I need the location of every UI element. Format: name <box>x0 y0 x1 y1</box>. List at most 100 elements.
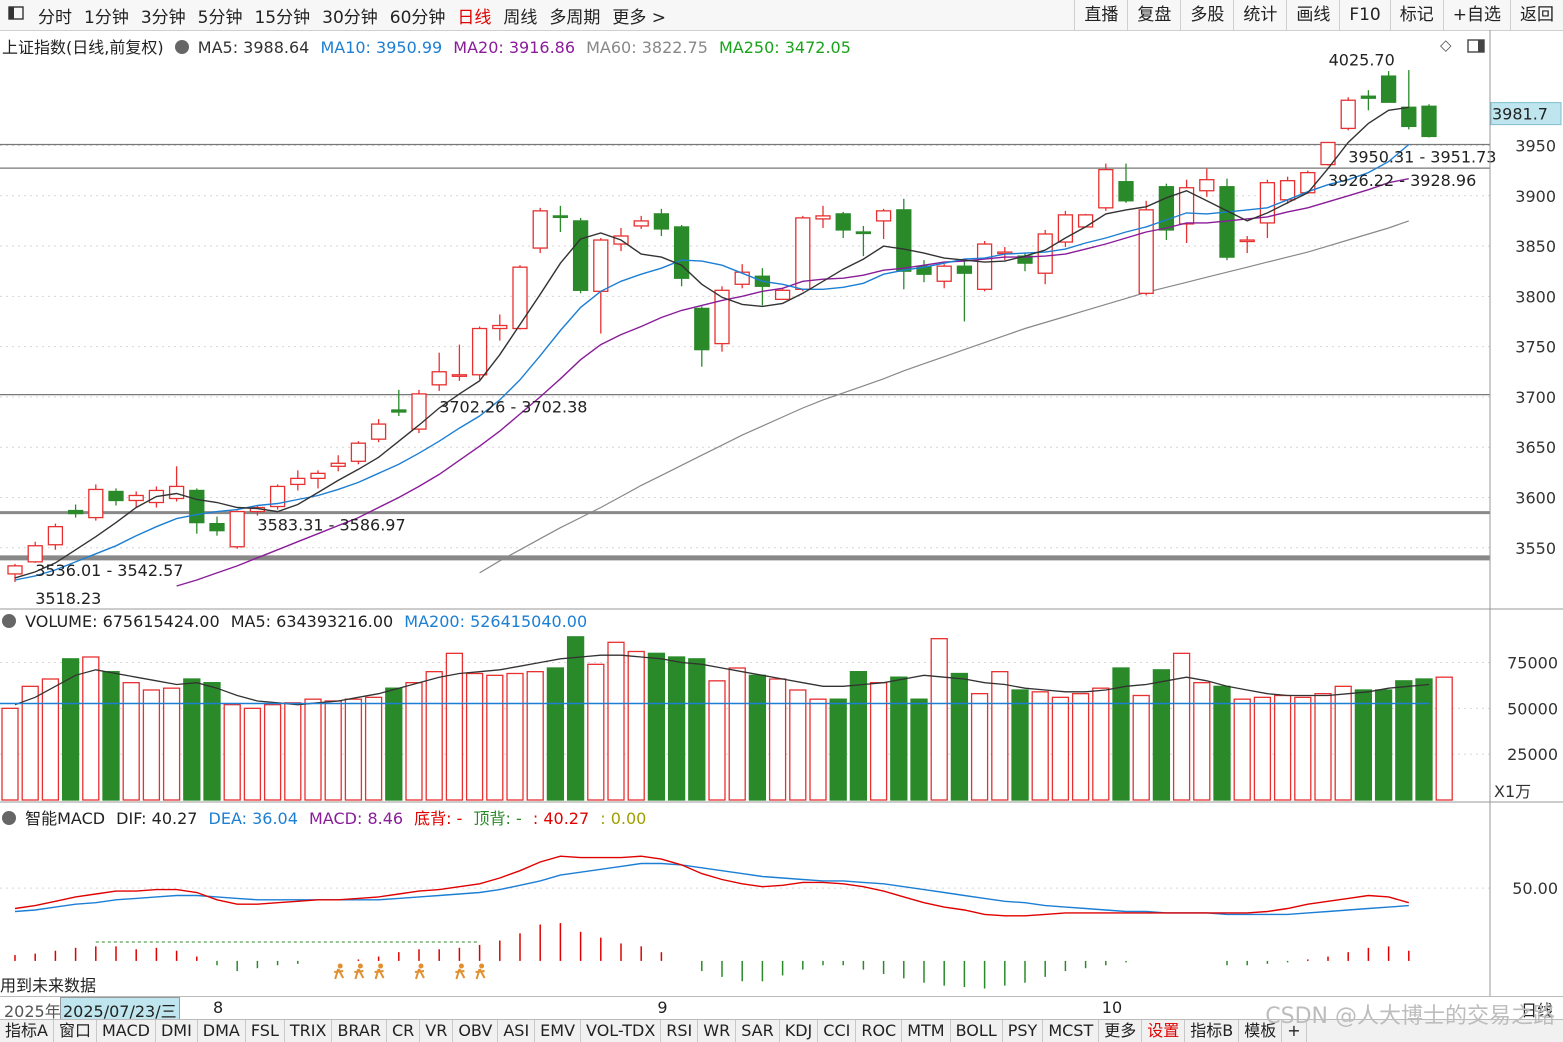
indicator-tab[interactable]: + <box>1282 1020 1307 1042</box>
indicator-tab[interactable]: DMA <box>198 1020 246 1042</box>
indicator-tab[interactable]: 模板 <box>1239 1020 1283 1042</box>
volume-bar <box>1 707 19 801</box>
indicator-tab[interactable]: 窗口 <box>54 1020 97 1042</box>
month-label: 8 <box>213 998 224 1017</box>
candle <box>1320 141 1336 166</box>
indicator-tab[interactable]: OBV <box>453 1020 499 1042</box>
toolbar-button[interactable]: 标记 <box>1389 0 1443 30</box>
macd-value-2: : 0.00 <box>600 809 647 828</box>
indicator-tab[interactable]: VOL-TDX <box>581 1020 662 1042</box>
candle <box>593 238 609 334</box>
indicator-tab[interactable]: CR <box>387 1020 421 1042</box>
panel-icon[interactable] <box>1467 38 1485 57</box>
period-tab[interactable]: 15分钟 <box>254 7 311 28</box>
candle <box>391 389 407 417</box>
ma-toggle-icon[interactable] <box>174 40 189 54</box>
indicator-tab[interactable]: MACD <box>97 1020 156 1042</box>
dif-label: DIF: 40.27 <box>116 809 198 828</box>
indicator-tab[interactable]: RSI <box>661 1020 699 1042</box>
period-tab[interactable]: 分时 <box>38 7 72 28</box>
toolbar-button[interactable]: F10 <box>1339 0 1389 30</box>
indicator-tab[interactable]: MTM <box>902 1020 951 1042</box>
candle <box>148 486 165 508</box>
candle-body <box>694 307 710 351</box>
candle <box>1077 213 1094 228</box>
volume-bar <box>1415 678 1433 801</box>
candle <box>471 326 488 380</box>
volume-bar <box>849 671 868 801</box>
volume-bar <box>1273 694 1292 801</box>
indicator-tab[interactable]: FSL <box>246 1020 285 1042</box>
candle-body <box>269 485 286 508</box>
period-tab[interactable]: 30分钟 <box>322 7 378 28</box>
candle-body <box>148 489 165 504</box>
window-icon[interactable] <box>0 5 32 25</box>
cursor-date: 2025/07/23/三 <box>60 997 180 1023</box>
period-tab[interactable]: 多周期 <box>549 7 601 28</box>
indicator-tab[interactable]: VR <box>420 1020 454 1042</box>
indicator-tab[interactable]: 指标A <box>0 1020 54 1042</box>
indicator-tab[interactable]: ROC <box>856 1020 903 1042</box>
collapse-icon[interactable] <box>2 614 16 628</box>
price-tick-label: 3950 <box>1515 136 1556 155</box>
dea-line <box>14 862 1409 916</box>
candle <box>956 260 973 322</box>
toolbar-button[interactable]: 直播 <box>1074 0 1127 30</box>
volume-bar <box>1314 693 1332 801</box>
toolbar-button[interactable]: +自选 <box>1442 0 1510 30</box>
diamond-icon[interactable]: ◇ <box>1440 36 1452 54</box>
indicator-tab[interactable]: BOLL <box>951 1020 1003 1042</box>
candle-body <box>189 489 205 524</box>
indicator-tab[interactable]: 指标B <box>1185 1020 1240 1042</box>
period-tab[interactable]: 更多 > <box>612 7 667 28</box>
indicator-tab[interactable]: WR <box>698 1020 737 1042</box>
indicator-tab[interactable]: DMI <box>156 1020 198 1042</box>
price-tick-label: 3900 <box>1515 187 1556 206</box>
runner-icon <box>475 963 486 980</box>
indicator-tab[interactable]: SAR <box>736 1020 780 1042</box>
period-tab[interactable]: 5分钟 <box>197 7 243 28</box>
period-tab[interactable]: 周线 <box>503 7 538 28</box>
ma60-label: MA60: 3822.75 <box>586 38 708 57</box>
candle <box>1118 163 1134 203</box>
toolbar-button[interactable]: 复盘 <box>1127 0 1180 30</box>
volume-bar <box>1132 694 1150 801</box>
candle-body <box>451 374 468 377</box>
indicator-tab[interactable]: CCI <box>818 1020 857 1042</box>
price-tick-label: 3700 <box>1515 388 1556 407</box>
candle <box>431 352 447 391</box>
candle-body <box>976 243 993 290</box>
toolbar-button[interactable]: 画线 <box>1286 0 1339 30</box>
indicator-tab[interactable]: TRIX <box>285 1020 333 1042</box>
runner-icon <box>455 963 466 980</box>
collapse-icon[interactable] <box>2 811 16 825</box>
period-tab[interactable]: 60分钟 <box>389 7 446 28</box>
period-tab[interactable]: 日线 <box>457 7 492 28</box>
candle <box>168 466 185 502</box>
indicator-tab[interactable]: MCST <box>1043 1020 1100 1042</box>
toolbar-button[interactable]: 返回 <box>1510 0 1563 30</box>
candle <box>633 215 649 229</box>
indicator-tab[interactable]: 设置 <box>1142 1020 1186 1042</box>
candle <box>875 208 892 240</box>
candle-body <box>1037 233 1053 274</box>
indicator-tab[interactable]: EMV <box>535 1020 582 1042</box>
period-label: 日线 <box>1520 1001 1553 1020</box>
indicator-tab[interactable]: KDJ <box>780 1020 819 1042</box>
indicator-tab[interactable]: PSY <box>1003 1020 1044 1042</box>
toolbar-button[interactable]: 多股 <box>1180 0 1233 30</box>
period-tab[interactable]: 3分钟 <box>140 7 186 28</box>
indicator-tab[interactable]: ASI <box>498 1020 536 1042</box>
period-tab[interactable]: 1分钟 <box>84 7 129 28</box>
indicator-tab[interactable]: 更多 <box>1099 1020 1143 1042</box>
candle <box>552 205 569 232</box>
toolbar-button[interactable]: 统计 <box>1233 0 1286 30</box>
volume-bar <box>364 696 383 801</box>
indicator-tab[interactable]: BRAR <box>332 1020 387 1042</box>
price-tick-label: 3550 <box>1515 539 1556 558</box>
volume-bar <box>304 698 322 801</box>
price-tick-label: 3850 <box>1515 237 1556 256</box>
candle-body <box>1360 95 1377 99</box>
volume-bar <box>566 636 585 801</box>
period-tabs: 分时 1分钟 3分钟 5分钟 15分钟 30分钟 60分钟 日线 周线 多周期 更多 > <box>32 3 672 28</box>
